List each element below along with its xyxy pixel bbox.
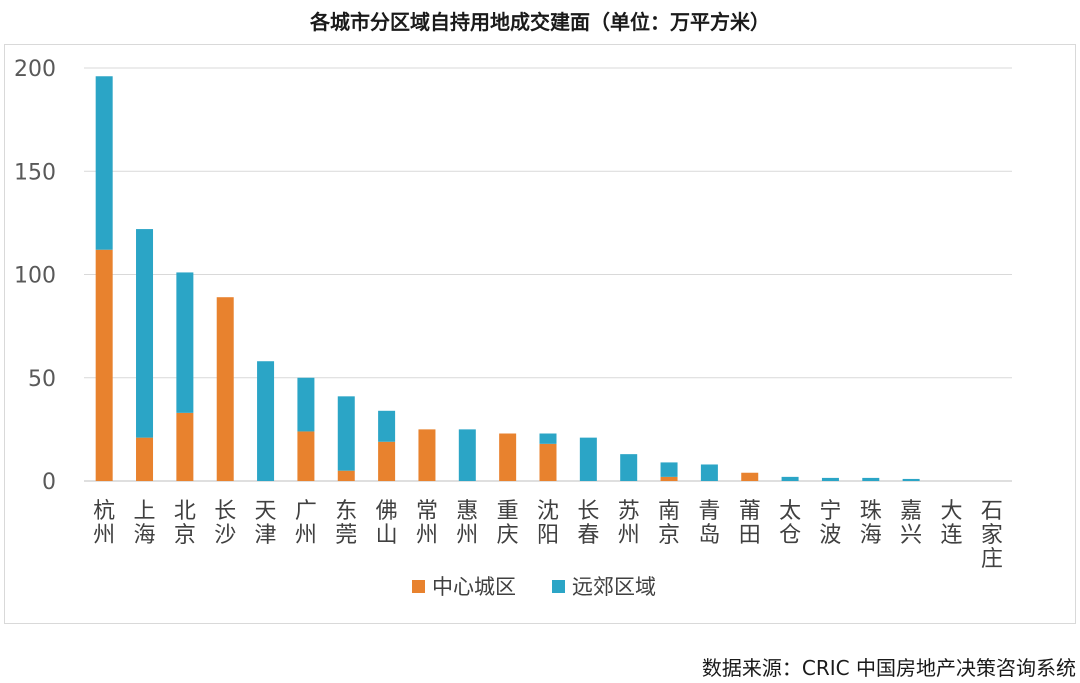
bar-segment-suburb [539, 433, 557, 444]
bar-segment-center [337, 470, 355, 481]
bar-segment-center [95, 249, 113, 481]
bar-segment-center [378, 441, 396, 481]
chart-title: 各城市分区域自持用地成交建面（单位：万平方米） [310, 10, 770, 34]
x-tick-label: 杭州 [93, 499, 115, 548]
bar-segment-center [136, 437, 154, 481]
x-axis-ticks: 杭州上海北京长沙天津广州东莞佛山常州惠州重庆沈阳长春苏州南京青岛莆田太仓宁波珠海… [93, 499, 1003, 572]
x-tick-label: 佛山 [376, 499, 398, 548]
bar-segment-center [297, 431, 315, 481]
x-tick-label: 南京 [658, 499, 680, 548]
legend-label-center: 中心城区 [432, 575, 516, 599]
bar-segment-suburb [458, 429, 476, 481]
x-tick-label: 天津 [255, 499, 277, 548]
bar-segment-center [216, 297, 234, 481]
bar-segment-suburb [781, 476, 799, 481]
bar-segment-suburb [620, 454, 638, 481]
bar-segment-suburb [821, 477, 839, 481]
bar-segment-center [499, 433, 517, 481]
x-tick-label: 苏州 [618, 499, 640, 548]
y-axis-ticks: 200 150 100 50 0 [14, 57, 56, 495]
bar-segment-center [539, 443, 557, 481]
x-tick-label: 太仓 [779, 499, 801, 548]
x-tick-label: 惠州 [456, 499, 478, 548]
y-tick-label: 150 [14, 160, 56, 185]
x-tick-label: 石家庄 [981, 499, 1003, 572]
bar-segment-suburb [660, 462, 678, 477]
x-tick-label: 嘉兴 [900, 499, 922, 548]
legend-swatch-suburb [552, 580, 565, 593]
bar-segment-suburb [700, 464, 718, 481]
y-tick-label: 100 [14, 264, 56, 289]
legend-label-suburb: 远郊区域 [572, 575, 656, 599]
x-tick-label: 珠海 [860, 499, 882, 548]
bar-segment-suburb [579, 437, 597, 481]
x-tick-label: 广州 [295, 499, 317, 548]
x-tick-label: 上海 [134, 499, 156, 548]
y-tick-label: 0 [42, 470, 56, 495]
x-tick-label: 常州 [416, 499, 438, 548]
x-tick-label: 大连 [940, 499, 962, 548]
bar-segment-suburb [257, 361, 275, 481]
x-tick-label: 沈阳 [537, 499, 559, 548]
x-tick-label: 宁波 [819, 499, 841, 548]
x-tick-label: 长沙 [214, 499, 236, 548]
x-tick-label: 东莞 [335, 499, 357, 548]
bar-segment-center [741, 472, 759, 481]
source-note: 数据来源：CRIC 中国房地产决策咨询系统 [701, 656, 1076, 680]
bar-segment-center [660, 476, 678, 481]
bar-segment-suburb [176, 272, 194, 413]
bar-segment-suburb [136, 229, 154, 438]
bar-segment-suburb [297, 377, 315, 432]
bar-segment-suburb [902, 478, 920, 481]
x-tick-label: 莆田 [739, 499, 761, 548]
bar-segment-center [176, 412, 194, 481]
bars [95, 76, 920, 481]
bar-segment-suburb [337, 396, 355, 471]
bar-segment-suburb [862, 477, 880, 481]
legend: 中心城区 远郊区域 [412, 575, 656, 599]
y-tick-label: 200 [14, 57, 56, 82]
x-tick-label: 北京 [174, 499, 196, 548]
y-tick-label: 50 [28, 367, 56, 392]
x-tick-label: 长春 [577, 499, 599, 548]
x-tick-label: 重庆 [497, 499, 519, 548]
bar-segment-suburb [95, 76, 113, 250]
bar-segment-center [418, 429, 436, 481]
bar-segment-suburb [378, 410, 396, 442]
chart-frame [4, 44, 1076, 624]
legend-swatch-center [412, 580, 425, 593]
x-tick-label: 青岛 [698, 499, 720, 548]
